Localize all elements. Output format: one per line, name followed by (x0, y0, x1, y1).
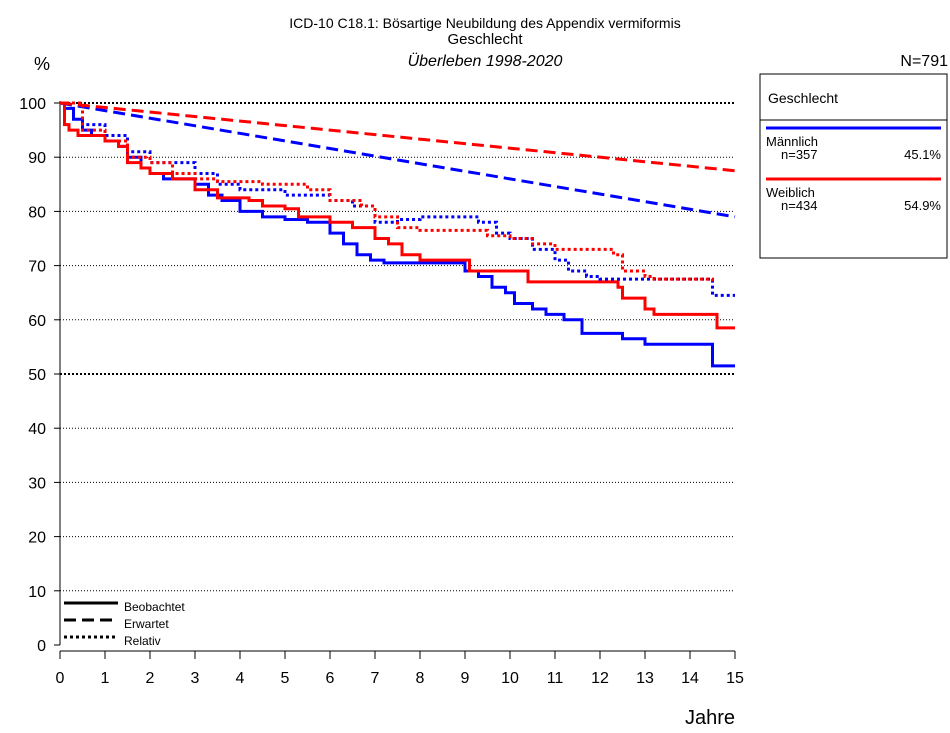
x-tick-label: 0 (56, 670, 65, 687)
x-tick-label: 15 (726, 670, 744, 687)
x-tick-label: 4 (236, 670, 245, 687)
style-label: Beobachtet (124, 600, 185, 614)
x-tick-label: 2 (146, 670, 155, 687)
x-tick-label: 6 (326, 670, 335, 687)
legend-count: n=357 (781, 147, 818, 162)
legend-title: Geschlecht (768, 90, 838, 106)
survival-line (59, 101, 736, 173)
chart-subtitle: Geschlecht (447, 31, 523, 48)
y-tick-label: 80 (28, 204, 46, 221)
y-tick-label: 50 (28, 367, 46, 384)
y-tick-label: 20 (28, 530, 46, 547)
y-tick-label: 70 (28, 259, 46, 276)
x-tick-label: 7 (371, 670, 380, 687)
legend-count: n=434 (781, 198, 818, 213)
y-axis-label: % (34, 54, 50, 74)
survival-line (60, 101, 735, 368)
x-tick-label: 3 (191, 670, 200, 687)
x-tick-label: 13 (636, 670, 654, 687)
legend-share: 45.1% (904, 147, 941, 162)
y-tick-label: 0 (37, 638, 46, 655)
y-tick-label: 100 (19, 96, 46, 113)
survival-line (60, 101, 735, 297)
chart-subtitle: Überleben 1998-2020 (408, 52, 563, 70)
x-axis-label: Jahre (685, 707, 735, 728)
y-tick-label: 30 (28, 475, 46, 492)
y-tick-label: 40 (28, 421, 46, 438)
legend-label: Weiblich (766, 185, 815, 200)
x-tick-label: 9 (461, 670, 470, 687)
legend-share: 54.9% (904, 198, 941, 213)
x-tick-label: 1 (101, 670, 110, 687)
y-tick-label: 90 (28, 150, 46, 167)
x-tick-label: 14 (681, 670, 699, 687)
x-tick-label: 12 (591, 670, 609, 687)
x-tick-label: 8 (416, 670, 425, 687)
chart-title: ICD-10 C18.1: Bösartige Neubildung des A… (289, 15, 680, 31)
y-tick-label: 60 (28, 313, 46, 330)
x-tick-label: 10 (501, 670, 519, 687)
x-tick-label: 5 (281, 670, 290, 687)
y-tick-label: 10 (28, 584, 46, 601)
legend-box (759, 73, 948, 259)
x-tick-label: 11 (547, 670, 564, 687)
total-count: N=791 (900, 53, 948, 70)
style-label: Erwartet (124, 617, 169, 631)
survival-line (60, 101, 714, 282)
survival-line (60, 101, 735, 330)
survival-line (59, 101, 736, 219)
style-label: Relativ (124, 634, 161, 648)
legend-label: Männlich (766, 134, 818, 149)
